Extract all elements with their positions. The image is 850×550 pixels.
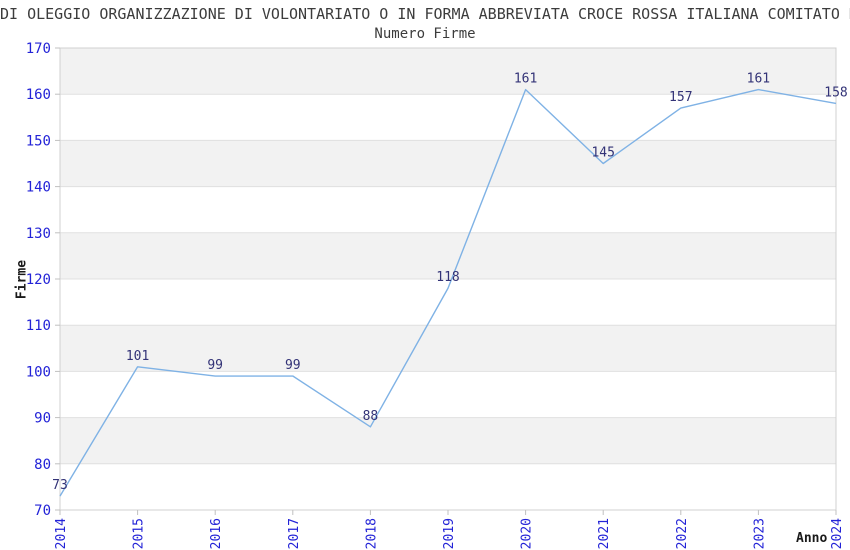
y-axis-title: Firme	[14, 259, 30, 300]
data-point-label: 99	[285, 358, 301, 373]
plot-band	[60, 232, 836, 279]
y-tick-label: 150	[26, 133, 51, 149]
y-tick-label: 160	[26, 87, 51, 103]
plot-band	[60, 48, 836, 95]
x-tick-label: 2016	[209, 518, 224, 549]
plot-band	[60, 279, 836, 326]
data-line	[59, 88, 837, 497]
x-axis-title: Anno	[796, 531, 828, 546]
data-point-label: 118	[436, 270, 459, 285]
y-tick-label: 170	[26, 41, 51, 57]
x-tick-label: 2017	[287, 518, 302, 549]
x-tick-label: 2024	[830, 518, 845, 549]
plot-band	[60, 140, 836, 187]
data-point-label: 101	[126, 349, 149, 364]
x-tick-label: 2022	[675, 518, 690, 549]
data-point-label: 161	[747, 72, 770, 87]
x-tick-label: 2023	[752, 518, 767, 549]
x-tick-label: 2020	[520, 518, 535, 549]
data-point-label: 99	[207, 358, 223, 373]
plot-band	[60, 325, 836, 372]
plot-band	[60, 417, 836, 464]
x-tick-label: 2021	[597, 518, 612, 549]
chart-subtitle: Numero Firme	[374, 26, 476, 42]
data-point-label: 161	[514, 72, 537, 87]
data-point-label: 158	[824, 85, 847, 100]
plot-band	[60, 94, 836, 141]
y-tick-label: 130	[26, 226, 51, 242]
data-point-label: 73	[52, 478, 68, 493]
x-tick-label: 2015	[132, 518, 147, 549]
plot-band	[60, 186, 836, 233]
y-tick-label: 70	[34, 503, 51, 519]
y-tick-label: 120	[26, 272, 51, 288]
y-tick-label: 100	[26, 364, 51, 380]
y-tick-label: 140	[26, 180, 51, 196]
plot-band	[60, 463, 836, 510]
x-tick-label: 2014	[54, 518, 69, 549]
data-point-label: 88	[363, 409, 379, 424]
data-point-label: 157	[669, 90, 692, 105]
x-tick-label: 2019	[442, 518, 457, 549]
y-tick-label: 110	[26, 318, 51, 334]
x-tick-label: 2018	[364, 518, 379, 549]
y-tick-label: 80	[34, 457, 51, 473]
plot-band	[60, 371, 836, 418]
chart-title: DI OLEGGIO ORGANIZZAZIONE DI VOLONTARIAT…	[0, 5, 850, 23]
y-tick-label: 90	[34, 411, 51, 427]
data-point-label: 145	[591, 146, 614, 161]
